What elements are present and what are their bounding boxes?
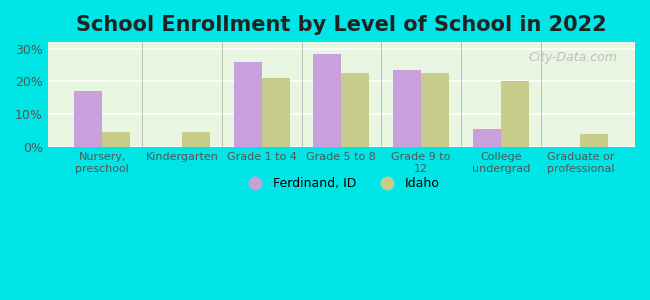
Bar xyxy=(262,78,289,147)
Bar xyxy=(234,62,262,147)
Bar xyxy=(102,132,130,147)
Bar xyxy=(473,129,501,147)
Bar xyxy=(182,132,210,147)
Bar xyxy=(500,82,528,147)
Title: School Enrollment by Level of School in 2022: School Enrollment by Level of School in … xyxy=(76,15,606,35)
Bar xyxy=(421,73,449,147)
Bar xyxy=(393,70,421,147)
Bar xyxy=(341,73,369,147)
Bar xyxy=(75,91,102,147)
Text: City-Data.com: City-Data.com xyxy=(528,50,618,64)
Bar xyxy=(580,134,608,147)
Bar xyxy=(313,54,341,147)
Legend: Ferdinand, ID, Idaho: Ferdinand, ID, Idaho xyxy=(238,172,445,196)
